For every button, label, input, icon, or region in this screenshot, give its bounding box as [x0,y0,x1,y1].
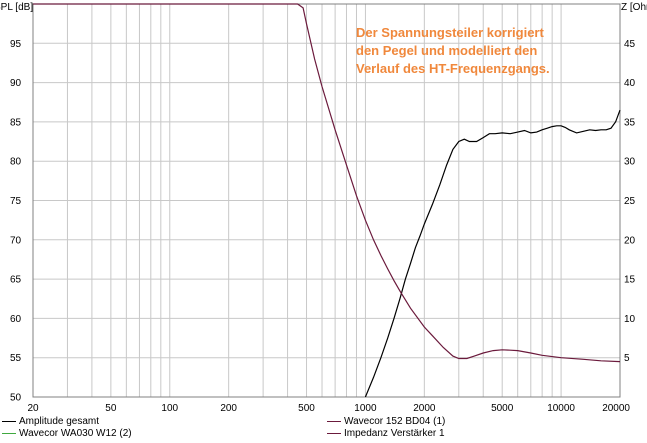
legend-swatch [2,433,16,434]
legend-swatch [2,421,16,422]
y-left-tick-labels: 50 55 60 65 70 75 80 85 90 95 [10,39,22,404]
x-tick-label: 100 [161,403,178,414]
y-left-tick-label: 95 [10,39,22,50]
legend-item-wavecor-wa030: Wavecor WA030 W12 (2) [2,428,132,439]
x-tick-label: 1000 [354,403,377,414]
y-right-tick-label: 15 [624,275,636,286]
y-left-tick-label: 80 [10,157,22,168]
y-left-tick-label: 90 [10,78,22,89]
series-line-0 [364,109,621,398]
y-right-tick-label: 10 [624,314,636,325]
legend-swatch [327,421,341,422]
y-left-tick-label: 70 [10,235,22,246]
y-left-tick-label: 75 [10,196,22,207]
y-right-tick-label: 45 [624,39,636,50]
y-right-tick-label: 40 [624,78,636,89]
plot-border [32,3,621,398]
y-left-axis-title: SPL [dB] [0,2,33,13]
legend-label: Wavecor WA030 W12 (2) [19,428,132,439]
y-right-axis-title: Z [Ohm] [621,2,647,13]
x-tick-label: 20000 [602,403,630,414]
x-tick-label: 2000 [413,403,436,414]
y-left-tick-label: 55 [10,353,22,364]
y-right-tick-label: 35 [624,117,636,128]
x-tick-label: 200 [220,403,237,414]
legend-label: Amplitude gesamt [19,416,100,427]
y-left-tick-label: 65 [10,275,22,286]
legend-item-amplitude-gesamt: Amplitude gesamt [2,416,99,427]
legend-swatch [327,433,341,434]
legend-item-wavecor-152: Wavecor 152 BD04 (1) [327,416,445,427]
x-tick-labels: 20 50 100 200 500 1000 2000 5000 10000 20000 [27,403,630,414]
y-right-tick-label: 20 [624,235,636,246]
x-tick-label: 20 [27,403,39,414]
x-tick-label: 5000 [491,403,514,414]
y-right-tick-labels: 5 10 15 20 25 30 35 40 45 [624,39,636,364]
y-right-tick-label: 30 [624,157,636,168]
series-group [33,3,621,398]
annotation-line-2: den Pegel und modelliert den [356,43,537,58]
annotation-line-1: Der Spannungsteiler korrigiert [356,25,544,40]
y-right-tick-label: 25 [624,196,636,207]
legend-item-impedanz: Impedanz Verstärker 1 [327,428,445,439]
series-line-1 [33,3,621,363]
legend-label: Wavecor 152 BD04 (1) [344,416,446,427]
x-tick-label: 50 [105,403,117,414]
y-left-tick-label: 50 [10,393,22,404]
x-tick-label: 500 [298,403,315,414]
plot-frame [32,3,621,398]
annotation-line-3: Verlauf des HT-Frequenzgangs. [356,61,550,76]
grid [33,4,620,397]
x-tick-label: 10000 [547,403,575,414]
y-right-tick-label: 5 [624,353,630,364]
legend-label: Impedanz Verstärker 1 [344,428,445,439]
y-left-tick-label: 60 [10,314,22,325]
y-left-tick-label: 85 [10,117,22,128]
